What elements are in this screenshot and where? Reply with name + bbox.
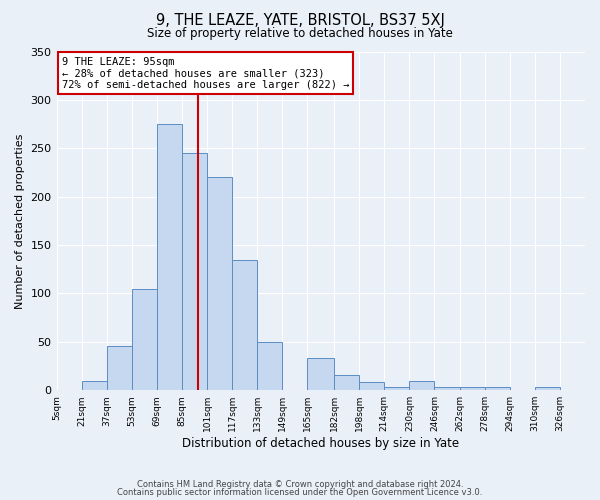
Text: 9 THE LEAZE: 95sqm
← 28% of detached houses are smaller (323)
72% of semi-detach: 9 THE LEAZE: 95sqm ← 28% of detached hou…: [62, 56, 349, 90]
X-axis label: Distribution of detached houses by size in Yate: Distribution of detached houses by size …: [182, 437, 460, 450]
Bar: [257, 342, 283, 390]
Bar: [409, 380, 434, 390]
Bar: [434, 388, 460, 390]
Bar: [82, 380, 107, 390]
Bar: [107, 346, 132, 390]
Bar: [460, 388, 485, 390]
Bar: [182, 153, 207, 390]
Bar: [334, 374, 359, 390]
Bar: [132, 288, 157, 390]
Bar: [157, 124, 182, 390]
Bar: [207, 178, 232, 390]
Bar: [485, 388, 510, 390]
Text: Contains HM Land Registry data © Crown copyright and database right 2024.: Contains HM Land Registry data © Crown c…: [137, 480, 463, 489]
Bar: [384, 388, 409, 390]
Bar: [232, 260, 257, 390]
Bar: [359, 382, 384, 390]
Bar: [307, 358, 334, 390]
Text: Contains public sector information licensed under the Open Government Licence v3: Contains public sector information licen…: [118, 488, 482, 497]
Y-axis label: Number of detached properties: Number of detached properties: [15, 133, 25, 308]
Text: 9, THE LEAZE, YATE, BRISTOL, BS37 5XJ: 9, THE LEAZE, YATE, BRISTOL, BS37 5XJ: [155, 12, 445, 28]
Bar: [535, 388, 560, 390]
Text: Size of property relative to detached houses in Yate: Size of property relative to detached ho…: [147, 28, 453, 40]
